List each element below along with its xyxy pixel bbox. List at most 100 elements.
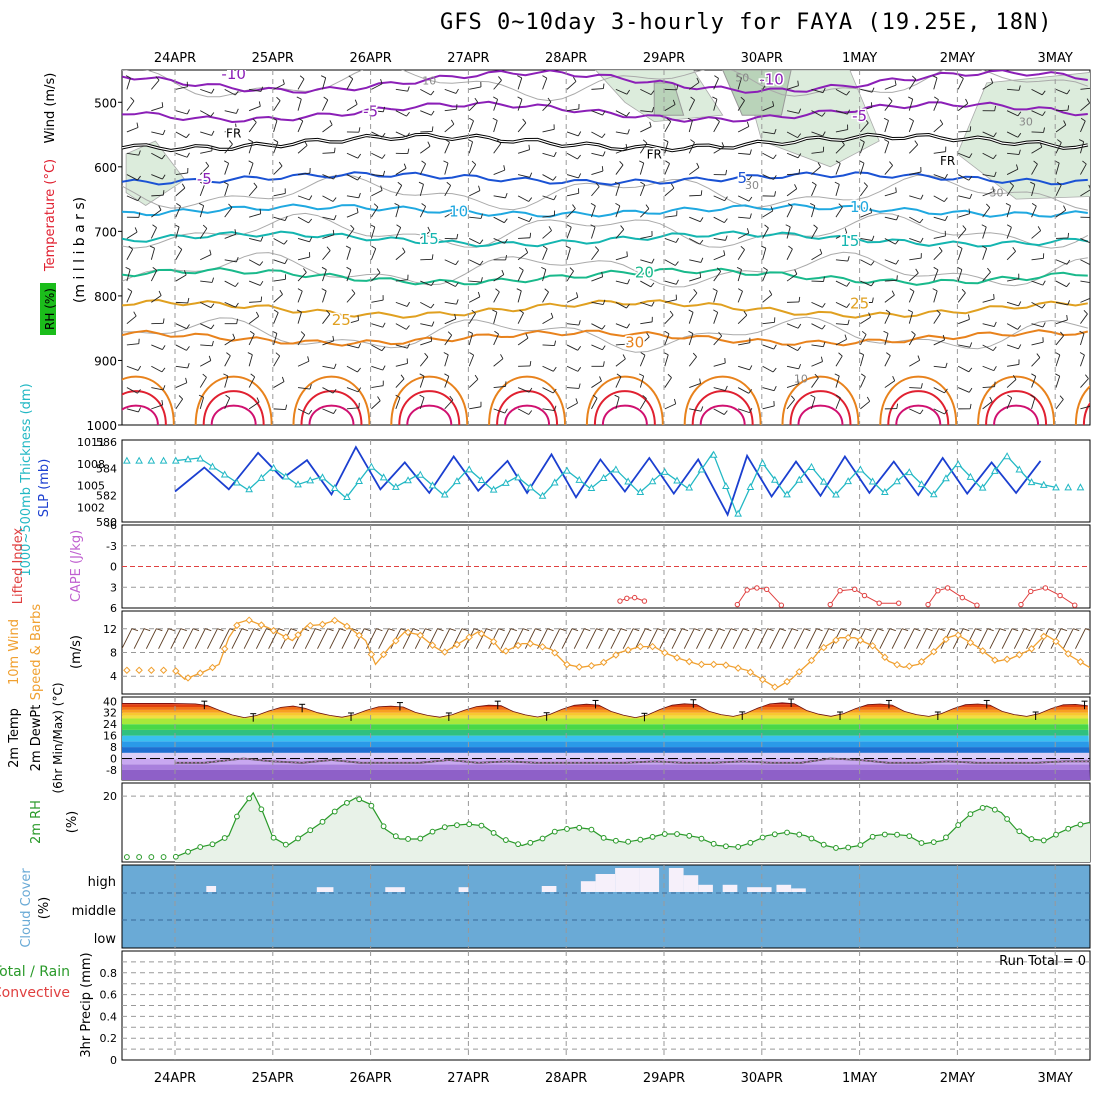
wind-barb-flag bbox=[493, 96, 498, 100]
wind-speed-marker bbox=[404, 628, 412, 637]
wind-barb-flag bbox=[773, 175, 777, 180]
upper-air-frame bbox=[121, 69, 1091, 426]
thickness-marker bbox=[196, 454, 205, 462]
wind-barb-flag bbox=[626, 251, 628, 257]
wind-barb bbox=[444, 108, 457, 112]
surface-wind-barb-flag bbox=[669, 628, 676, 632]
wind-barb bbox=[1080, 102, 1090, 112]
wind-barb bbox=[1007, 88, 1020, 91]
wind-barb-flag bbox=[944, 388, 948, 394]
lifted-index-line bbox=[829, 588, 899, 605]
surface-wind-barb-flag bbox=[437, 628, 444, 632]
wind-barb-flag bbox=[740, 245, 745, 250]
wind-barb-flag bbox=[748, 196, 753, 202]
wind-barb bbox=[199, 397, 204, 409]
wind-speed-marker bbox=[820, 643, 828, 652]
wind-barb-flag bbox=[381, 346, 386, 351]
wind-barb bbox=[982, 271, 991, 282]
wind-barb bbox=[958, 319, 970, 325]
wind-barb-flag bbox=[443, 160, 449, 164]
precip-axis-label: 3hr Precip (mm) bbox=[79, 952, 94, 1057]
high-cloud-bar bbox=[615, 868, 640, 892]
wind-barb bbox=[639, 375, 645, 388]
wind-barb bbox=[957, 78, 964, 90]
wind-barb bbox=[884, 141, 890, 154]
wind-barb-flag bbox=[278, 161, 283, 167]
wind-barb-flag bbox=[382, 322, 386, 328]
high-cloud-bar bbox=[791, 888, 806, 892]
surface-wind-barb-flag bbox=[950, 628, 958, 632]
wind-barb bbox=[884, 333, 889, 346]
boundary-layer-isotherm bbox=[308, 404, 355, 425]
wind-barb bbox=[248, 316, 259, 325]
wind-barb bbox=[615, 184, 620, 196]
dewpoint-axis-label: 2m DewPt bbox=[29, 705, 44, 772]
wind-barb bbox=[933, 77, 938, 90]
wind-barb bbox=[273, 381, 285, 388]
pressure-axis-label: (m i l l i b a r s) bbox=[72, 197, 88, 303]
wind-barb-flag bbox=[421, 160, 426, 165]
wind-barb bbox=[1031, 110, 1043, 117]
wind-speed-tick: 12 bbox=[103, 623, 117, 636]
wind-barb-flag bbox=[894, 80, 897, 86]
wind-barb-flag bbox=[454, 314, 457, 320]
surface-wind-barb-flag bbox=[1060, 628, 1068, 632]
wind-barb bbox=[640, 235, 653, 239]
wind-barb-flag bbox=[1015, 164, 1019, 170]
wind-barb bbox=[1080, 163, 1087, 175]
wind-barb bbox=[199, 377, 207, 388]
wind-barb-flag bbox=[181, 183, 186, 189]
wind-barb bbox=[786, 131, 798, 139]
surface-wind-barb bbox=[476, 628, 487, 649]
wind-barb-flag bbox=[421, 203, 426, 207]
wind-barb-flag bbox=[553, 151, 557, 157]
wind-barb-flag bbox=[1041, 90, 1046, 96]
wind-barb bbox=[1080, 238, 1090, 244]
wind-barb-flag bbox=[768, 290, 773, 295]
wind-barb-flag bbox=[601, 324, 606, 330]
rh-marker bbox=[894, 831, 900, 838]
contour-label: FR bbox=[940, 154, 955, 168]
wind-barb bbox=[640, 280, 652, 288]
wind-barb-flag bbox=[259, 280, 264, 286]
wind-barb bbox=[273, 192, 286, 197]
lifted-index-marker bbox=[631, 594, 638, 601]
wind-barb bbox=[395, 323, 407, 330]
wind-barb bbox=[957, 229, 967, 239]
contour-label: FR bbox=[226, 126, 241, 140]
wind-barb bbox=[126, 127, 139, 133]
surface-wind-barb bbox=[867, 628, 879, 649]
wind-barb bbox=[884, 294, 895, 303]
wind-barb bbox=[835, 184, 840, 196]
rh-marker bbox=[527, 839, 534, 846]
wind-barb-flag bbox=[373, 203, 379, 208]
wind-barb bbox=[395, 131, 407, 138]
surface-wind-barb-flag bbox=[865, 628, 872, 632]
wind-barb-flag bbox=[992, 154, 997, 160]
wind-barb bbox=[297, 172, 310, 176]
wind-barb bbox=[615, 255, 628, 261]
wind-barb bbox=[175, 323, 187, 330]
wind-barb-flag bbox=[749, 365, 753, 371]
surface-wind-barb-flag bbox=[559, 628, 566, 632]
wind-barb-flag bbox=[896, 403, 899, 409]
wind-barb-flag bbox=[892, 376, 896, 381]
thickness-marker bbox=[917, 480, 926, 488]
wind-barb bbox=[1031, 205, 1037, 218]
wind-barb bbox=[175, 172, 188, 176]
wind-barb-flag bbox=[835, 394, 841, 399]
wind-barb bbox=[1007, 278, 1019, 282]
surface-wind-barb bbox=[439, 628, 451, 649]
wind-barb-flag bbox=[381, 132, 386, 138]
wind-barb bbox=[419, 397, 425, 410]
wind-barb-flag bbox=[664, 330, 670, 335]
wind-barb-flag bbox=[223, 373, 229, 377]
thickness-marker bbox=[991, 466, 999, 474]
surface-wind-barb bbox=[243, 628, 255, 649]
wind-barb-flag bbox=[577, 345, 582, 351]
wind-barb-flag bbox=[968, 387, 973, 393]
wind-barb bbox=[591, 276, 603, 282]
surface-wind-barb-flag bbox=[828, 628, 835, 632]
wind-barb-flag bbox=[1012, 375, 1017, 380]
wind-barb-flag bbox=[938, 246, 943, 252]
